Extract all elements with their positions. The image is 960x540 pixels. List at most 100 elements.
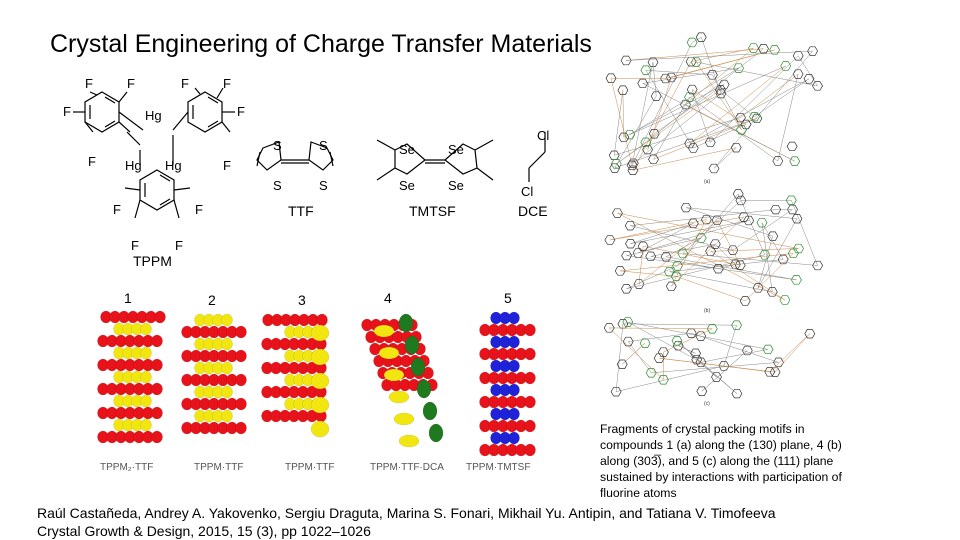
molecule-layer	[524, 371, 536, 385]
ring-glyph	[648, 129, 660, 139]
ring-glyph	[773, 357, 784, 368]
ring-glyph	[647, 57, 659, 67]
bond-line	[718, 264, 736, 269]
citation-journal: Crystal Growth & Design, 2015, 15 (3), p…	[37, 523, 371, 539]
slide-title: Crystal Engineering of Charge Transfer M…	[50, 30, 592, 58]
bond-line	[642, 67, 739, 84]
bond-line	[682, 253, 818, 266]
ring-glyph	[633, 279, 645, 289]
bond-line	[620, 253, 794, 272]
svg-text:F: F	[223, 158, 231, 173]
bond-line	[723, 325, 737, 367]
molecule-layer	[524, 347, 536, 361]
bond-line	[630, 220, 749, 244]
bond-line	[757, 218, 798, 289]
tmtsf-label: TMTSF	[409, 203, 456, 219]
svg-text:F: F	[223, 76, 231, 91]
bond-line	[700, 349, 769, 363]
bond-line	[696, 61, 818, 87]
ring-glyph	[743, 215, 755, 226]
bond-line	[609, 327, 664, 380]
molecule-layer	[235, 373, 247, 387]
ring-glyph	[604, 235, 616, 245]
svg-text:Cl: Cl	[537, 128, 549, 143]
ring-glyph	[749, 112, 760, 122]
molecule-layer	[235, 397, 247, 411]
ring-glyph	[780, 61, 792, 71]
bond-line	[630, 225, 733, 251]
bond-line	[671, 216, 745, 287]
molecule-layer	[524, 395, 536, 409]
bond-line	[645, 48, 764, 143]
bond-line	[617, 212, 786, 301]
bond-line	[653, 97, 690, 160]
svg-text:F: F	[237, 104, 245, 119]
molecule-layer	[508, 383, 520, 397]
bond-line	[745, 253, 794, 302]
ttf-molecule	[373, 324, 395, 338]
ttf-label: TTF	[288, 203, 314, 219]
bond-line	[797, 55, 818, 87]
molecule-layer	[151, 334, 163, 348]
caption-line: compounds 1 (a) along the (130) plane, 4…	[600, 438, 842, 452]
svg-text:Se: Se	[399, 178, 415, 193]
bond-line	[769, 333, 810, 373]
bond-line	[696, 61, 742, 130]
ring-glyph	[740, 119, 752, 130]
bond-line	[613, 90, 624, 156]
figure-caption: Fragments of crystal packing motifs in c…	[600, 421, 930, 501]
bond-line	[689, 96, 778, 162]
bond-line	[685, 47, 754, 105]
citation: Raúl Castañeda, Andrey A. Yakovenko, Ser…	[37, 504, 776, 540]
svg-text:F: F	[63, 104, 71, 119]
ring-glyph	[758, 44, 769, 54]
bond-line	[628, 332, 692, 342]
ring-glyph	[767, 231, 779, 241]
ring-glyph	[686, 84, 698, 95]
ring-glyph	[680, 202, 692, 213]
bond-line	[692, 89, 747, 125]
bond-line	[701, 350, 748, 392]
bond-line	[629, 67, 739, 135]
bond-line	[633, 42, 693, 164]
dca-molecule	[416, 379, 432, 399]
ring-glyph	[695, 32, 707, 42]
bond-line	[685, 207, 773, 237]
svg-text:Cl: Cl	[521, 184, 533, 199]
tppm-label: TPPM	[133, 253, 172, 269]
ring-glyph	[769, 45, 781, 55]
bond-line	[693, 124, 747, 149]
ring-glyph	[610, 386, 622, 397]
ring-glyph	[665, 281, 677, 292]
molecule-layer	[151, 382, 163, 396]
bond-line	[653, 118, 757, 160]
bond-line	[615, 323, 624, 392]
ring-glyph	[712, 264, 724, 274]
molecule-layer	[151, 406, 163, 420]
ring-glyph	[732, 189, 744, 199]
bond-line	[652, 62, 657, 97]
stack-label-4: TPPM·TTF·DCA	[370, 462, 444, 473]
bond-line	[633, 93, 722, 164]
ttf-molecule	[310, 420, 330, 438]
dca-molecule	[428, 423, 444, 443]
citation-authors: Raúl Castañeda, Andrey A. Yakovenko, Ser…	[37, 505, 776, 521]
bond-line	[610, 78, 633, 166]
bond-line	[616, 142, 646, 165]
bond-line	[691, 47, 754, 62]
ring-glyph	[657, 375, 669, 385]
dca-molecule	[398, 313, 414, 333]
molecule-layer	[508, 359, 520, 373]
bond-line	[627, 321, 701, 363]
ring-glyph	[705, 246, 717, 256]
ring-glyph	[622, 317, 634, 327]
caption-line: along (303̅), and 5 (c) along the (111) …	[600, 454, 834, 468]
ring-glyph	[672, 340, 684, 351]
svg-text:F: F	[131, 238, 139, 253]
bond-line	[691, 332, 779, 363]
ring-glyph	[687, 143, 699, 153]
ring-glyph	[621, 250, 633, 261]
crystal-packing-figures: (a) (b) (c)	[603, 32, 824, 407]
ring-glyph	[804, 329, 816, 339]
molecule-layer	[524, 419, 536, 433]
